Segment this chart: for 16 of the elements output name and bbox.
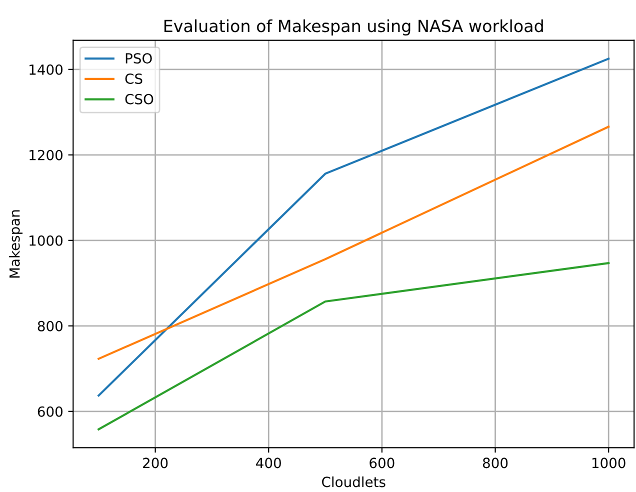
x-tick-label: 200 [143, 458, 168, 468]
y-tick-label: 800 [38, 320, 62, 332]
x-tick-label: 600 [370, 458, 394, 468]
y-tick-label: 1000 [30, 235, 62, 246]
y-tick-label: 1200 [30, 150, 62, 160]
y-axis-title: Makespan [9, 210, 23, 278]
y-tick-label: 1400 [30, 64, 62, 75]
x-axis-title: Cloudlets [322, 476, 386, 488]
legend-label: PSO [126, 53, 152, 64]
y-tick-label: 600 [38, 406, 62, 417]
legend-label: CS [125, 73, 142, 84]
legend-label: CSO [125, 94, 154, 104]
x-tick-label: 400 [256, 458, 281, 468]
x-tick-label: 1000 [592, 458, 626, 468]
chart-title: Evaluation of Makespan using NASA workload [164, 19, 543, 36]
x-tick-label: 800 [482, 458, 508, 468]
